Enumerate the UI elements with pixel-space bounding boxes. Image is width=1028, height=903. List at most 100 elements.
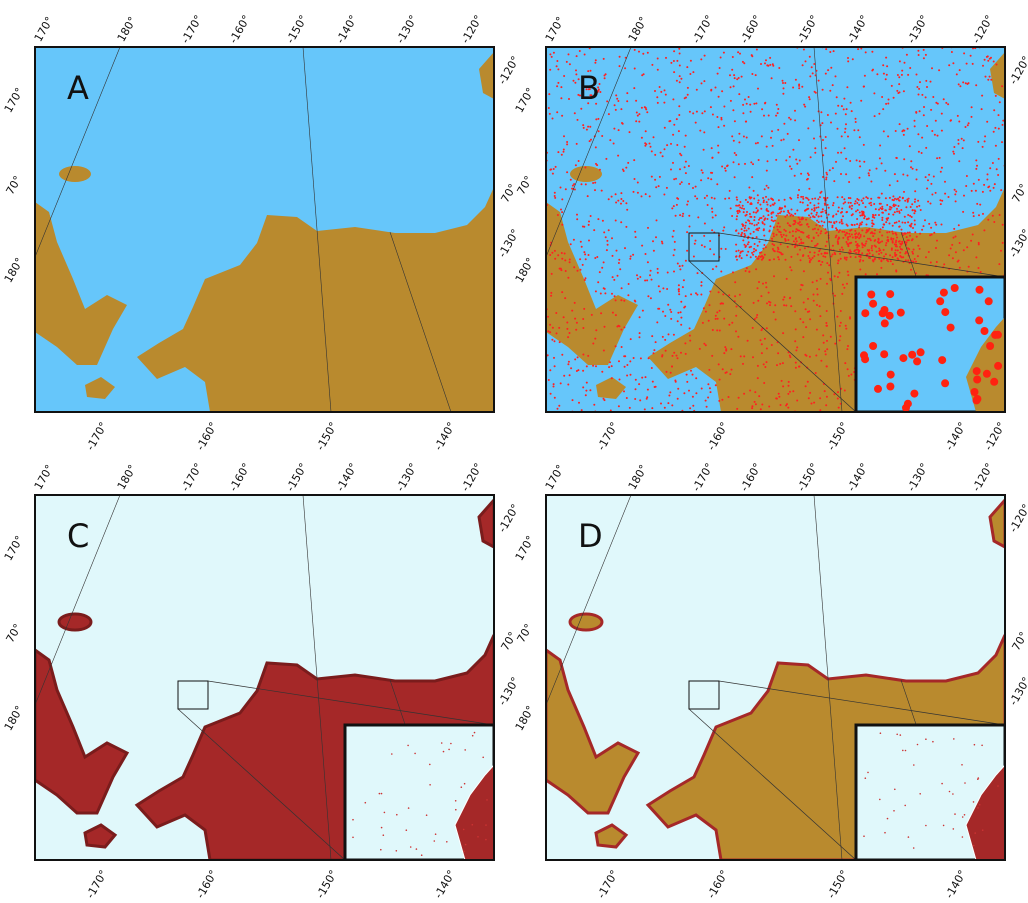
sample-point [948,64,950,66]
sample-point [684,166,686,168]
sample-point [826,348,828,350]
sample-point [839,253,841,255]
sample-point [682,286,684,288]
sample-point [898,205,900,207]
sample-point [847,225,849,227]
sample-point [704,223,706,225]
sample-point [878,238,880,240]
sample-point [761,343,763,345]
sample-point [827,272,829,274]
sample-point [641,245,643,247]
sample-point [816,232,818,234]
sample-point [886,204,888,206]
sample-point [844,128,846,130]
top-label: -140° [334,13,360,46]
sample-point [1001,85,1003,87]
inset-point [994,331,1002,339]
sample-point [596,256,598,258]
top-label: -150° [284,13,310,46]
sample-point [814,252,816,254]
sample-point [728,197,730,199]
inset-point [408,807,410,809]
sample-point [824,256,826,258]
sample-point [778,393,780,395]
sample-point [657,272,659,274]
map-content [546,495,1005,860]
sample-point [746,103,748,105]
sample-point [730,348,732,350]
sample-point [618,262,620,264]
sample-point [820,111,822,113]
inset-point [874,385,882,393]
inset-point [391,753,393,755]
sample-point [923,57,925,59]
inset-point [994,362,1002,370]
sample-point [899,252,901,254]
sample-point [679,268,681,270]
sample-point [563,135,565,137]
bottom-label: -160° [705,868,731,899]
sample-point [930,81,932,83]
sample-point [799,218,801,220]
sample-point [750,111,752,113]
sample-point [650,297,652,299]
sample-point [554,195,556,197]
sample-point [615,299,617,301]
sample-point [849,235,851,237]
sample-point [563,149,565,151]
sample-point [639,399,641,401]
sample-point [747,243,749,245]
sample-point [556,332,558,334]
sample-point [843,231,845,233]
sample-point [927,179,929,181]
sample-point [725,348,727,350]
sample-point [838,231,840,233]
sample-point [848,233,850,235]
sample-point [738,250,740,252]
sample-point [734,281,736,283]
sample-point [718,291,720,293]
sample-point [767,187,769,189]
sample-point [918,94,920,96]
sample-point [710,89,712,91]
sample-point [986,56,988,58]
sample-point [910,206,912,208]
sample-point [820,360,822,362]
sample-point [677,388,679,390]
sample-point [809,202,811,204]
sample-point [709,304,711,306]
sample-point [840,152,842,154]
sample-point [648,357,650,359]
sample-point [837,398,839,400]
inset-point [406,829,408,831]
sample-point [739,252,741,254]
sample-point [962,81,964,83]
sample-point [813,237,815,239]
sample-point [894,222,896,224]
sample-point [630,374,632,376]
sample-point [797,194,799,196]
sample-point [686,204,688,206]
sample-point [556,60,558,62]
sample-point [947,103,949,105]
sample-point [586,365,588,367]
sample-point [955,251,957,253]
sample-point [687,200,689,202]
sample-point [687,94,689,96]
sample-point [580,108,582,110]
sample-point [859,177,861,179]
sample-point [744,227,746,229]
sample-point [874,115,876,117]
inset-point [485,839,487,841]
sample-point [795,79,797,81]
sample-point [574,82,576,84]
sample-point [918,54,920,56]
sample-point [992,162,994,164]
sample-point [869,252,871,254]
sample-point [996,64,998,66]
sample-point [557,214,559,216]
island [570,614,602,630]
sample-point [901,229,903,231]
sample-point [845,158,847,160]
sample-point [644,408,646,410]
